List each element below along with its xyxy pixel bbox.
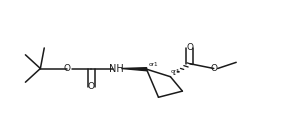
Text: or1: or1 bbox=[171, 69, 181, 74]
Text: or1: or1 bbox=[148, 62, 158, 67]
Text: NH: NH bbox=[109, 64, 124, 73]
Text: O: O bbox=[64, 64, 71, 73]
Text: O: O bbox=[88, 82, 95, 92]
Polygon shape bbox=[121, 68, 147, 71]
Text: O: O bbox=[186, 43, 193, 52]
Text: O: O bbox=[210, 64, 217, 73]
